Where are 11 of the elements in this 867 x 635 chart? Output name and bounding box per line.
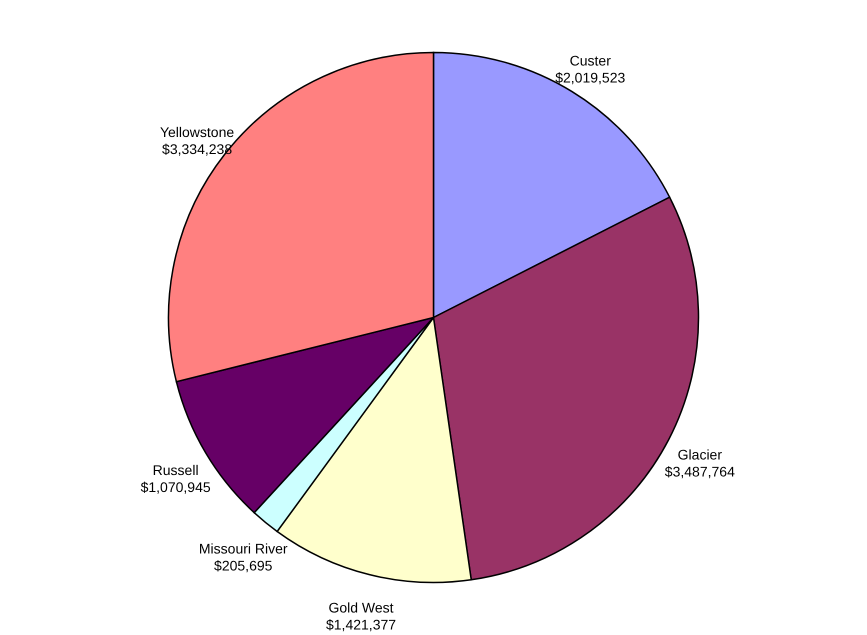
slice-label: Custer [570, 52, 612, 69]
data-label: $1,070,945 [140, 478, 211, 495]
slice-label: Yellowstone [160, 124, 234, 140]
slice-label: Gold West [328, 600, 394, 616]
slice-label: Glacier [678, 446, 722, 463]
data-label: $1,421,377 [326, 616, 396, 633]
data-label: $2,019,523 [555, 70, 626, 86]
slice-label: Missouri River [198, 540, 288, 556]
data-label: $3,487,764 [664, 464, 736, 480]
data-label: $205,695 [214, 557, 273, 574]
slice-label: Russell [152, 462, 199, 478]
